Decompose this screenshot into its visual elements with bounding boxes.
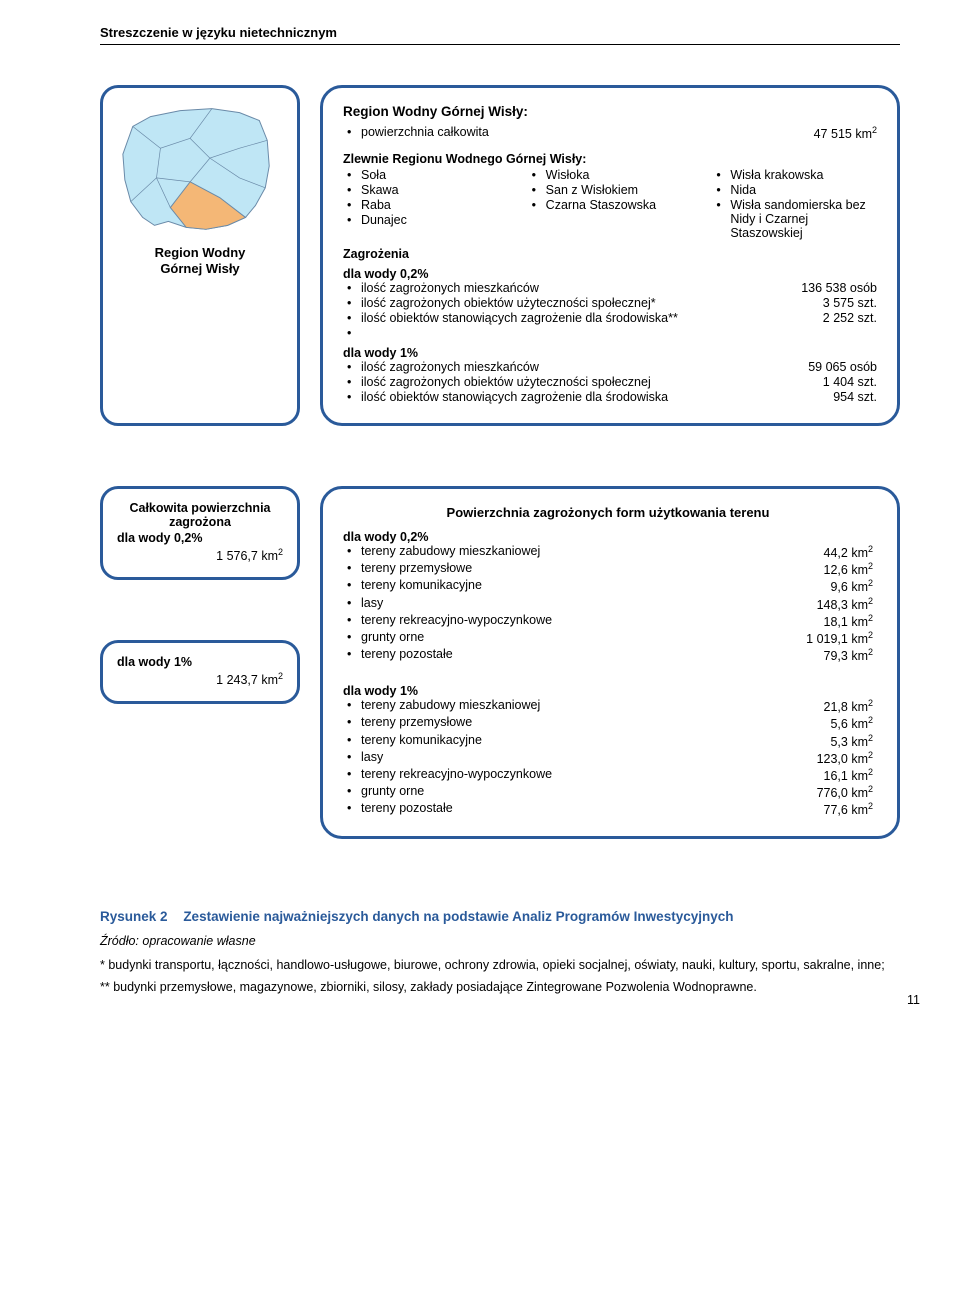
land-label: tereny rekreacyjno-wypoczynkowe bbox=[361, 767, 814, 783]
landuse-card: Powierzchnia zagrożonych form użytkowani… bbox=[320, 486, 900, 839]
zlewnia-item: San z Wisłokiem bbox=[546, 183, 693, 197]
land-value: 44,2 km2 bbox=[814, 544, 873, 560]
land-value: 5,3 km2 bbox=[820, 733, 873, 749]
region-title: Region Wodny Górnej Wisły: bbox=[343, 104, 877, 119]
stat-label: ilość obiektów stanowiących zagrożenie d… bbox=[361, 390, 823, 404]
land-value: 148,3 km2 bbox=[807, 596, 873, 612]
region-summary-card: Region Wodny Górnej Wisły: powierzchnia … bbox=[320, 85, 900, 426]
water1-head: dla wody 1% bbox=[343, 346, 877, 360]
poland-map-icon bbox=[111, 98, 289, 238]
map-label-line2: Górnej Wisły bbox=[111, 261, 289, 277]
stat-value: 1 404 szt. bbox=[813, 375, 877, 389]
zlewnia-item: Skawa bbox=[361, 183, 508, 197]
zlewnia-item: Raba bbox=[361, 198, 508, 212]
land-value: 776,0 km2 bbox=[807, 784, 873, 800]
zlewnie-columns: Soła Skawa Raba Dunajec Wisłoka San z Wi… bbox=[343, 168, 877, 241]
land-value: 16,1 km2 bbox=[814, 767, 873, 783]
area-value: 47 515 km2 bbox=[804, 125, 877, 141]
land-value: 1 019,1 km2 bbox=[796, 630, 873, 646]
page-header: Streszczenie w języku nietechnicznym bbox=[100, 25, 900, 45]
zlewnia-item: Czarna Staszowska bbox=[546, 198, 693, 212]
water02-head: dla wody 0,2% bbox=[343, 267, 877, 281]
stat-value: 954 szt. bbox=[823, 390, 877, 404]
map-card: Region Wodny Górnej Wisły bbox=[100, 85, 300, 426]
zlewnia-item: Dunajec bbox=[361, 213, 508, 227]
area-label: powierzchnia całkowita bbox=[361, 125, 804, 141]
land-value: 79,3 km2 bbox=[814, 647, 873, 663]
land-label: tereny komunikacyjne bbox=[361, 733, 820, 749]
zlewnia-item: Wisła krakowska bbox=[730, 168, 877, 182]
total-area-card-1: dla wody 1% 1 243,7 km2 bbox=[100, 640, 300, 704]
land-label: grunty orne bbox=[361, 630, 796, 646]
landuse-title: Powierzchnia zagrożonych form użytkowani… bbox=[343, 505, 873, 520]
zlewnie-head: Zlewnie Regionu Wodnego Górnej Wisły: bbox=[343, 152, 877, 166]
land-label: tereny przemysłowe bbox=[361, 561, 814, 577]
land-label: lasy bbox=[361, 750, 807, 766]
stat-value: 59 065 osób bbox=[798, 360, 877, 374]
stat-label: ilość zagrożonych mieszkańców bbox=[361, 281, 791, 295]
caption-number: Rysunek 2 bbox=[100, 909, 168, 924]
figure-caption: Rysunek 2 Zestawienie najważniejszych da… bbox=[100, 909, 900, 924]
card1-label: dla wody 1% bbox=[117, 655, 283, 669]
land-value: 12,6 km2 bbox=[814, 561, 873, 577]
landuse-02-head: dla wody 0,2% bbox=[343, 530, 873, 544]
card02-label: dla wody 0,2% bbox=[117, 531, 283, 545]
land-value: 9,6 km2 bbox=[820, 578, 873, 594]
caption-text: Zestawienie najważniejszych danych na po… bbox=[183, 909, 733, 924]
map-label: Region Wodny Górnej Wisły bbox=[111, 245, 289, 276]
land-label: tereny pozostałe bbox=[361, 647, 814, 663]
land-value: 77,6 km2 bbox=[814, 801, 873, 817]
zlewnia-item: Soła bbox=[361, 168, 508, 182]
stat-value: 3 575 szt. bbox=[813, 296, 877, 310]
land-label: tereny przemysłowe bbox=[361, 715, 820, 731]
footnote-1: * budynki transportu, łączności, handlow… bbox=[100, 958, 900, 972]
land-label: tereny rekreacyjno-wypoczynkowe bbox=[361, 613, 814, 629]
card02-value: 1 576,7 km2 bbox=[117, 547, 283, 563]
source-note: Źródło: opracowanie własne bbox=[100, 934, 900, 948]
land-label: tereny pozostałe bbox=[361, 801, 814, 817]
land-label: lasy bbox=[361, 596, 807, 612]
land-label: grunty orne bbox=[361, 784, 807, 800]
land-label: tereny zabudowy mieszkaniowej bbox=[361, 544, 814, 560]
stat-label: ilość zagrożonych mieszkańców bbox=[361, 360, 798, 374]
zagrozenia-head: Zagrożenia bbox=[343, 247, 877, 261]
land-value: 5,6 km2 bbox=[820, 715, 873, 731]
zlewnia-item: Wisła sandomierska bez Nidy i Czarnej St… bbox=[730, 198, 877, 240]
land-value: 18,1 km2 bbox=[814, 613, 873, 629]
land-value: 21,8 km2 bbox=[814, 698, 873, 714]
zlewnia-item: Nida bbox=[730, 183, 877, 197]
landuse-1-head: dla wody 1% bbox=[343, 684, 873, 698]
stat-label: ilość zagrożonych obiektów użyteczności … bbox=[361, 296, 813, 310]
page-number: 11 bbox=[907, 993, 920, 1007]
card1-value: 1 243,7 km2 bbox=[117, 671, 283, 687]
stat-label: ilość zagrożonych obiektów użyteczności … bbox=[361, 375, 813, 389]
stat-label: ilość obiektów stanowiących zagrożenie d… bbox=[361, 311, 813, 325]
land-value: 123,0 km2 bbox=[807, 750, 873, 766]
total-area-title: Całkowita powierzchnia zagrożona bbox=[117, 501, 283, 529]
map-label-line1: Region Wodny bbox=[111, 245, 289, 261]
total-area-card-02: Całkowita powierzchnia zagrożona dla wod… bbox=[100, 486, 300, 580]
footnote-2: ** budynki przemysłowe, magazynowe, zbio… bbox=[100, 980, 900, 994]
stat-value: 136 538 osób bbox=[791, 281, 877, 295]
zlewnia-item: Wisłoka bbox=[546, 168, 693, 182]
empty-bullet bbox=[361, 326, 877, 340]
stat-value: 2 252 szt. bbox=[813, 311, 877, 325]
land-label: tereny komunikacyjne bbox=[361, 578, 820, 594]
land-label: tereny zabudowy mieszkaniowej bbox=[361, 698, 814, 714]
